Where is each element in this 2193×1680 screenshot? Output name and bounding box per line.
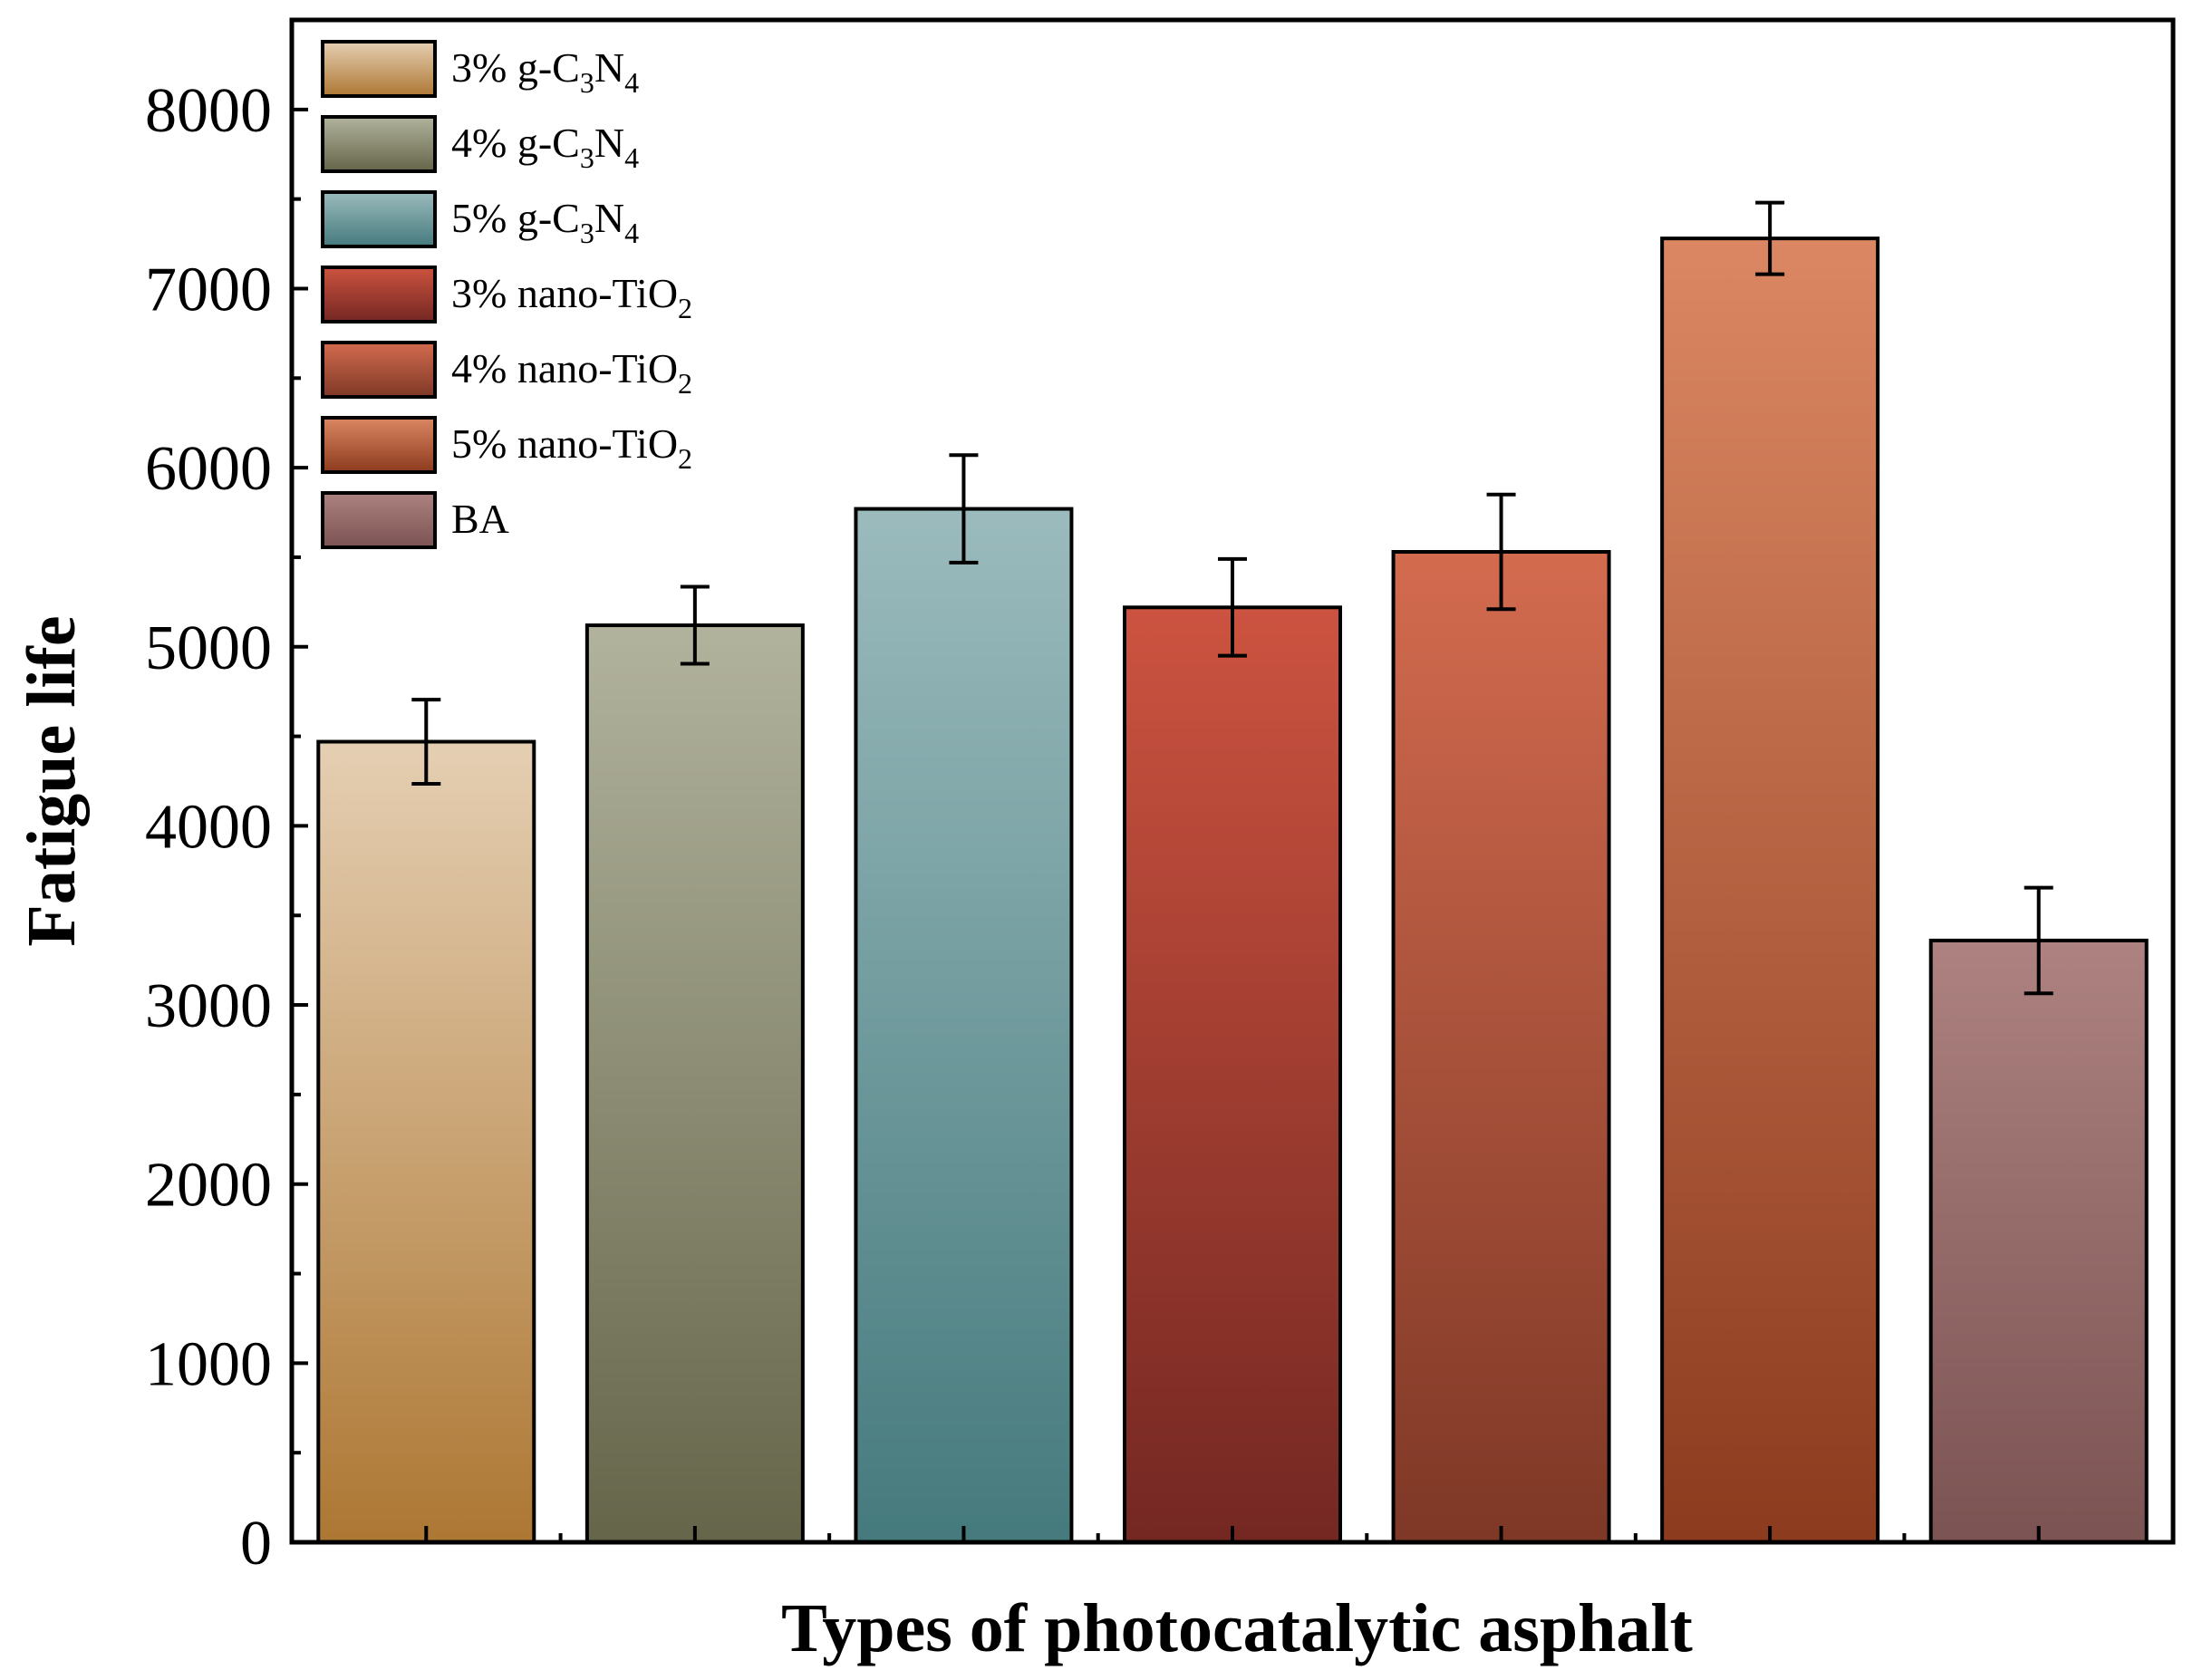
legend-label-3: 5% g-C3N4 [451, 195, 639, 249]
legend-label-2: 4% g-C3N4 [451, 120, 639, 174]
y-tick-label: 2000 [145, 1151, 272, 1221]
bar-4 [1123, 605, 1342, 1544]
bar-5 [1391, 550, 1611, 1545]
legend-label-7: BA [451, 496, 509, 542]
legend-label-5: 4% nano-TiO2 [451, 345, 692, 400]
legend-label-6: 5% nano-TiO2 [451, 420, 692, 475]
error-bar-7 [2024, 885, 2053, 996]
axis-ticks-layer: 0 1000 2000 3000 4000 5000 6000 7000 8000 [145, 76, 2041, 1579]
y-tick-label: 5000 [145, 613, 272, 683]
error-bar-3 [949, 453, 979, 565]
error-bar-6 [1755, 200, 1785, 276]
legend-swatch-3 [321, 190, 437, 248]
bar-7 [1928, 938, 2149, 1544]
bar-1 [316, 739, 536, 1544]
y-tick-label: 8000 [145, 76, 272, 146]
legend: 3% g-C3N4 4% g-C3N4 5% g-C3N4 3% nano-TiO2 4… [321, 40, 692, 549]
legend-swatch-1 [321, 40, 437, 98]
y-tick-label: 6000 [145, 434, 272, 504]
legend-swatch-4 [321, 266, 437, 323]
y-tick-label: 7000 [145, 255, 272, 324]
legend-swatch-6 [321, 416, 437, 474]
bar-6 [1660, 237, 1880, 1545]
x-axis-title: Types of photocatalytic asphalt [781, 1590, 1693, 1666]
error-bar-4 [1218, 556, 1247, 658]
legend-label-1: 3% g-C3N4 [451, 44, 639, 99]
y-tick-label: 0 [240, 1509, 272, 1579]
error-bar-1 [411, 698, 441, 786]
y-axis-title: Fatigue life [14, 615, 90, 946]
y-tick-label: 3000 [145, 971, 272, 1041]
bar-3 [854, 507, 1074, 1545]
legend-swatch-7 [321, 491, 437, 549]
error-bar-2 [680, 584, 710, 666]
legend-label-4: 3% nano-TiO2 [451, 270, 692, 324]
legend-swatch-5 [321, 341, 437, 399]
y-tick-label: 1000 [145, 1329, 272, 1399]
bar-2 [584, 623, 805, 1544]
error-bars-layer [411, 200, 2053, 996]
error-bar-5 [1486, 492, 1516, 612]
legend-swatch-2 [321, 115, 437, 173]
y-tick-label: 4000 [145, 792, 272, 862]
bars-layer [316, 237, 2149, 1545]
